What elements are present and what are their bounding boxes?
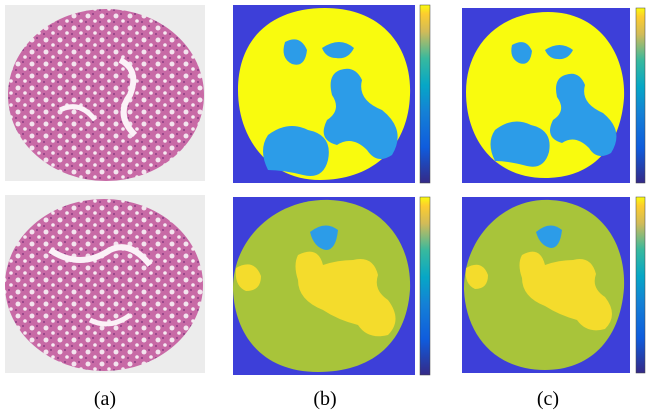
- figure: (a) (b) (c): [0, 0, 648, 418]
- segmentation-b-top: [233, 5, 430, 183]
- caption-a: (a): [94, 388, 116, 410]
- caption-b: (b): [313, 388, 336, 410]
- segmentation-c-top: [462, 8, 645, 183]
- histology-top: [5, 5, 205, 181]
- segmentation-b-bottom: [233, 197, 430, 375]
- caption-c: (c): [537, 388, 559, 410]
- histology-bottom: [5, 195, 205, 373]
- segmentation-c-bottom: [462, 197, 645, 373]
